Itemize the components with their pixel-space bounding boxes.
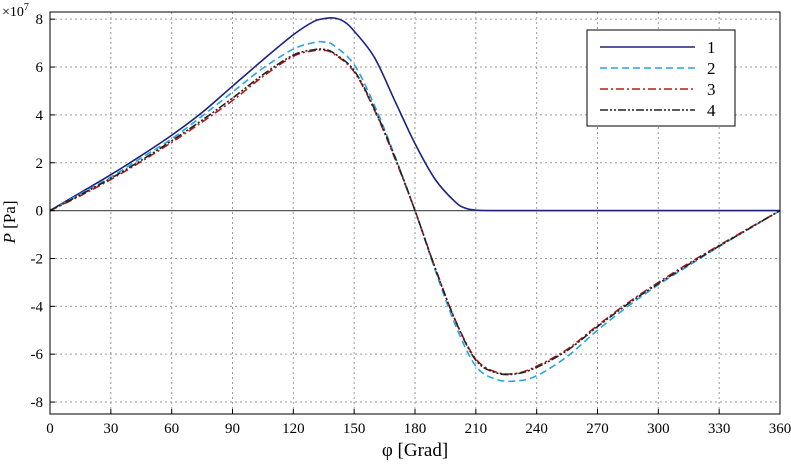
y-axis-ticks: -8 -6 -4 -2 0 2 4 6 8 [31,12,55,411]
y-tick-label: 4 [36,108,44,124]
y-tick-label: -2 [31,251,44,267]
y-multiplier-base: ×10 [2,5,24,20]
x-tick-label: 0 [46,421,54,437]
y-label-symbol: P [0,233,19,244]
x-tick-label: 150 [343,421,366,437]
x-tick-label: 300 [647,421,670,437]
series-line-2 [49,40,781,383]
x-axis-ticks: 0 30 60 90 120 150 180 210 240 270 300 330 360 [46,409,791,437]
y-tick-label: -6 [31,347,44,363]
series-lines [49,17,781,383]
x-tick-label: 180 [404,421,427,437]
x-tick-label: 360 [769,421,791,437]
y-axis-multiplier: ×107 [2,2,29,20]
legend-label-4: 4 [707,101,716,120]
x-tick-label: 330 [708,421,731,437]
legend-label-1: 1 [707,38,716,57]
y-axis-label: P [Pa] [0,201,19,245]
legend: 1 2 3 4 [586,29,736,127]
x-tick-label: 90 [225,421,240,437]
x-tick-label: 30 [103,421,118,437]
x-tick-label: 60 [164,421,179,437]
x-tick-label: 120 [282,421,305,437]
x-tick-label: 240 [525,421,548,437]
series-line-4 [49,48,781,376]
y-tick-label: 8 [36,12,44,28]
y-tick-label: 2 [36,156,44,172]
y-tick-label: 6 [36,60,44,76]
legend-label-3: 3 [707,80,716,99]
x-axis-label: φ [Grad] [382,440,448,461]
y-label-unit: [Pa] [0,201,19,234]
x-tick-label: 270 [586,421,609,437]
series-line-1 [49,17,780,212]
y-tick-label: -4 [31,299,44,315]
y-tick-label: 0 [36,204,44,220]
y-multiplier-exponent: 7 [24,2,29,13]
legend-label-2: 2 [707,59,716,78]
x-tick-label: 210 [465,421,488,437]
y-tick-label: -8 [31,395,44,411]
